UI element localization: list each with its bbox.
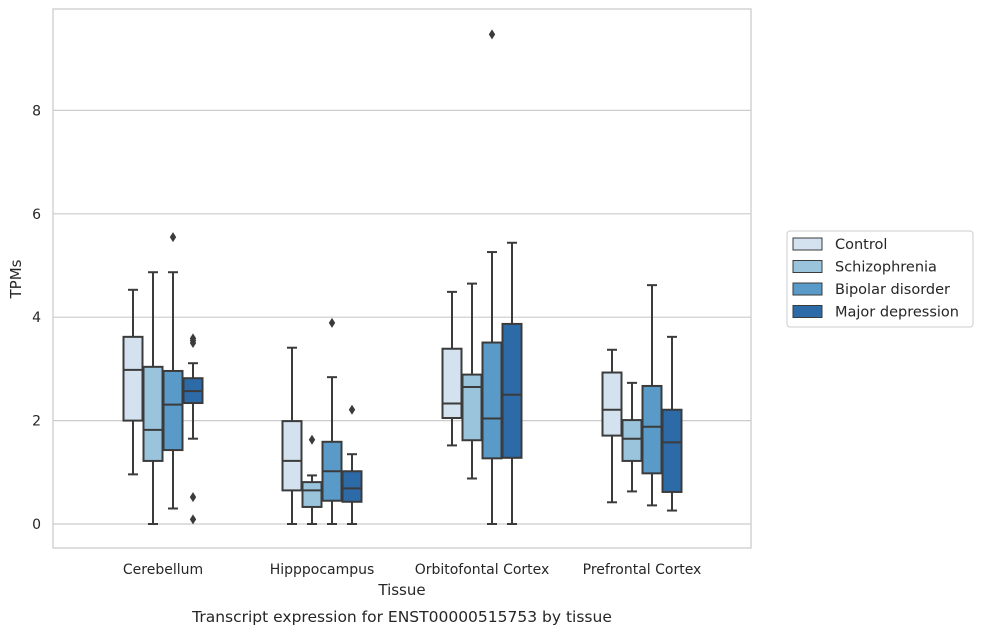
legend: Control Schizophrenia Bipolar disorder Majo… xyxy=(786,230,974,328)
outlier-point xyxy=(189,514,197,525)
x-tick-label: Prefrontal Cortex xyxy=(583,562,702,578)
box-schizophrenia-1 xyxy=(301,434,323,525)
box-body xyxy=(281,420,303,492)
box-bipolar-disorder-2 xyxy=(481,29,503,525)
legend-swatch xyxy=(792,260,823,273)
legend-label: Major depression xyxy=(835,305,959,321)
legend-swatch xyxy=(792,282,823,296)
x-tick-label: Hipppocampus xyxy=(270,562,375,578)
x-tick-label: Orbitofontal Cortex xyxy=(415,562,550,578)
y-tick-label-8: 8 xyxy=(32,103,41,119)
legend-swatch xyxy=(792,305,823,318)
y-tick-label-0: 0 xyxy=(32,517,41,533)
box-control-1 xyxy=(281,346,303,525)
box-body xyxy=(122,335,144,422)
outlier-point xyxy=(488,29,496,40)
x-tick-labels: Cerebellum Hipppocampus Orbitofontal Corte… xyxy=(123,562,701,578)
chart-caption: Transcript expression for ENST0000051575… xyxy=(191,608,612,626)
box-body xyxy=(341,470,363,503)
y-tick-label-2: 2 xyxy=(32,414,41,430)
y-axis-label: TPMs xyxy=(7,259,25,299)
legend-label: Bipolar disorder xyxy=(835,282,950,298)
box-bipolar-disorder-0 xyxy=(162,232,184,510)
box-major-depression-0 xyxy=(182,333,204,525)
box-body xyxy=(441,347,463,420)
outlier-point xyxy=(348,404,356,415)
legend-frame xyxy=(786,230,974,328)
y-tick-label-4: 4 xyxy=(32,310,41,326)
box-body xyxy=(501,322,523,459)
x-tick-label: Cerebellum xyxy=(123,562,203,578)
y-tick-labels: 0 2 4 6 8 xyxy=(32,103,41,533)
outlier-point xyxy=(189,492,197,503)
box-schizophrenia-0 xyxy=(142,271,164,525)
box-body xyxy=(481,341,503,460)
y-tick-label-6: 6 xyxy=(32,207,41,223)
box-schizophrenia-2 xyxy=(461,282,483,480)
outlier-point xyxy=(308,434,316,445)
box-body xyxy=(601,371,623,437)
outlier-point xyxy=(169,232,177,243)
box-schizophrenia-3 xyxy=(621,381,643,493)
plot-frame xyxy=(52,8,752,549)
box-body xyxy=(621,419,643,462)
outlier-point xyxy=(189,333,197,344)
outlier-point xyxy=(328,317,336,328)
box-groups xyxy=(122,29,683,525)
box-major-depression-3 xyxy=(661,335,683,512)
box-major-depression-1 xyxy=(341,404,363,525)
box-body xyxy=(142,365,164,462)
box-body xyxy=(461,373,483,442)
x-axis-label: Tissue xyxy=(377,581,425,599)
legend-label: Schizophrenia xyxy=(835,260,937,276)
legend-swatch xyxy=(792,237,823,251)
box-bipolar-disorder-3 xyxy=(641,284,663,507)
box-body xyxy=(641,384,663,475)
box-control-3 xyxy=(601,348,623,504)
box-body xyxy=(301,481,323,508)
box-bipolar-disorder-1 xyxy=(321,317,343,525)
box-major-depression-2 xyxy=(501,241,523,525)
box-body xyxy=(661,408,683,493)
legend-label: Control xyxy=(835,237,887,253)
box-body xyxy=(162,369,184,452)
box-control-2 xyxy=(441,290,463,447)
